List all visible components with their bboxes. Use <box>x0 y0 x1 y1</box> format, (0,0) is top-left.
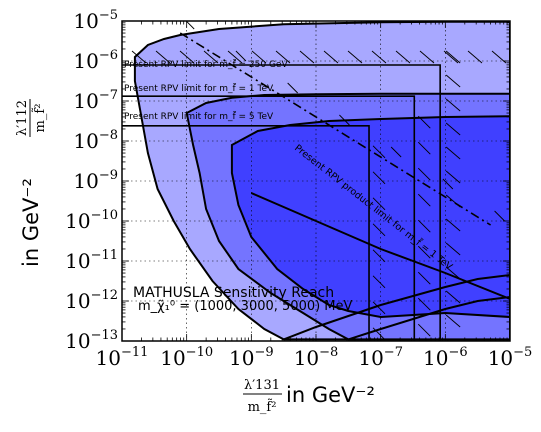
x-axis-suffix: in GeV⁻² <box>286 383 375 407</box>
x-tick-label: 10−10 <box>160 345 213 370</box>
y-tick-label: 10−11 <box>65 248 118 273</box>
x-tick-label: 10−5 <box>488 345 533 370</box>
x-axis-frac-top: λ′131 <box>244 378 280 393</box>
y-tick-label: 10−7 <box>73 88 118 113</box>
y-axis-title: λ′112 m_f̃² in GeV⁻² <box>15 99 48 267</box>
y-axis-frac-top: λ′112 <box>15 100 30 136</box>
y-tick-label: 10−9 <box>73 168 118 193</box>
x-tick-labels: 10−11 10−10 10−9 10−8 10−7 10−6 10−5 <box>96 345 533 370</box>
y-axis-frac-bottom: m_f̃² <box>31 104 48 133</box>
x-axis-frac-bottom: m_f̃² <box>248 398 277 415</box>
x-tick-label: 10−9 <box>229 345 274 370</box>
x-tick-label: 10−7 <box>358 345 403 370</box>
x-tick-label: 10−6 <box>423 345 468 370</box>
y-tick-label: 10−12 <box>65 288 118 313</box>
y-axis-suffix: in GeV⁻² <box>19 178 43 267</box>
annotation-masses: m_χ̃₁⁰ = (1000, 3000, 5000) MeV <box>138 299 353 314</box>
y-tick-label: 10−8 <box>73 128 118 153</box>
rpv-limit-label-5tev: Present RPV limit for m_f̃ = 5 TeV <box>124 110 274 122</box>
rpv-limit-label-1tev: Present RPV limit for m_f̃ = 1 TeV <box>124 82 274 94</box>
y-tick-label: 10−6 <box>73 48 118 73</box>
x-tick-label: 10−8 <box>294 345 339 370</box>
x-axis-title: λ′131 m_f̃² in GeV⁻² <box>243 378 375 415</box>
x-tick-label: 10−11 <box>96 345 149 370</box>
y-tick-label: 10−5 <box>73 8 118 33</box>
y-tick-label: 10−10 <box>65 208 118 233</box>
rpv-limit-label-250gev: Present RPV limit for m_f̃ = 250 GeV <box>124 58 288 70</box>
